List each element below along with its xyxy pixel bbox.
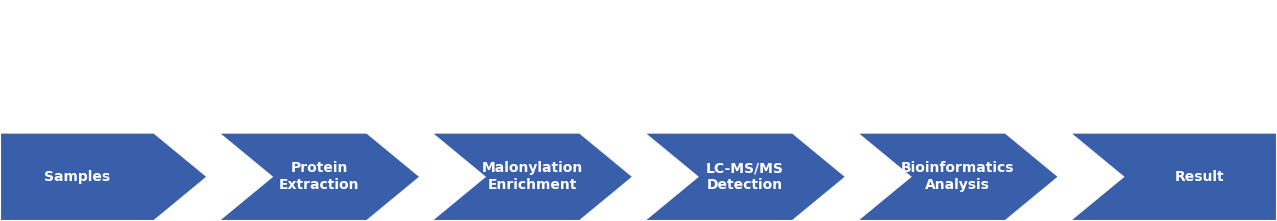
- Text: Protein
Extraction: Protein Extraction: [278, 161, 360, 192]
- Text: Malonylation
Enrichment: Malonylation Enrichment: [481, 161, 582, 192]
- Polygon shape: [218, 133, 420, 221]
- Polygon shape: [430, 133, 633, 221]
- Text: Bioinformatics
Analysis: Bioinformatics Analysis: [902, 161, 1014, 192]
- Text: LC-MS/MS
Detection: LC-MS/MS Detection: [706, 161, 784, 192]
- Text: Result: Result: [1175, 170, 1225, 184]
- Polygon shape: [644, 133, 847, 221]
- Text: Samples: Samples: [43, 170, 110, 184]
- Polygon shape: [0, 133, 208, 221]
- Polygon shape: [1069, 133, 1277, 221]
- Polygon shape: [857, 133, 1059, 221]
